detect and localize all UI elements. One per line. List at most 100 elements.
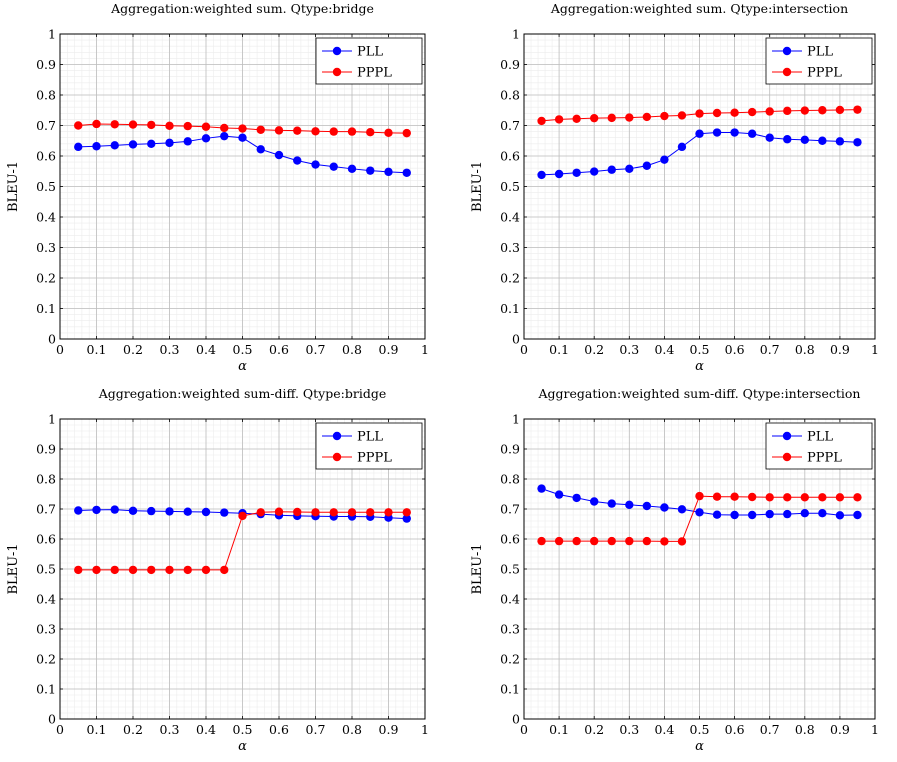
data-point xyxy=(147,120,156,130)
data-point xyxy=(765,493,774,502)
y-tick-label: 0 xyxy=(512,712,520,727)
data-point xyxy=(366,508,375,517)
y-tick-label: 1 xyxy=(48,27,56,42)
x-tick-label: 0.1 xyxy=(87,342,107,357)
y-tick-label: 0.5 xyxy=(36,562,56,577)
data-point xyxy=(384,128,393,138)
y-tick-label: 0.3 xyxy=(500,240,520,255)
data-point xyxy=(256,125,265,134)
x-tick-label: 0.5 xyxy=(690,342,710,357)
data-point xyxy=(765,107,774,116)
data-point xyxy=(590,536,599,546)
data-point xyxy=(783,135,792,144)
data-point xyxy=(677,537,687,546)
legend-swatch-marker xyxy=(782,46,792,56)
data-point xyxy=(347,508,357,517)
data-point xyxy=(92,505,101,515)
data-point xyxy=(554,169,564,179)
legend-swatch-marker xyxy=(332,46,342,56)
data-point xyxy=(537,170,546,180)
data-point xyxy=(853,510,862,520)
data-point xyxy=(818,509,827,518)
y-tick-label: 0.4 xyxy=(36,592,56,607)
data-point xyxy=(660,537,669,546)
x-axis-label: α xyxy=(238,739,247,754)
chart-panel-4: 0 0.1 0.2 0.3 0.4 0.5 0.6 0.7 0.8 0.9 1 0 0.1 0.2 0.3 0… xyxy=(470,386,879,754)
chart-panel-1: 0 0.1 0.2 0.3 0.4 0.5 0.6 0.7 0.8 0.9 1 0 0.1 0.2 0.3 0… xyxy=(6,1,429,374)
data-point xyxy=(677,505,687,514)
data-point xyxy=(92,142,101,151)
y-tick-label: 0.6 xyxy=(500,149,520,164)
y-tick-label: 0.5 xyxy=(36,179,56,194)
data-point xyxy=(590,497,599,506)
legend-label: PLL xyxy=(357,45,383,60)
x-tick-label: 0.2 xyxy=(584,342,604,357)
legend-box xyxy=(765,422,873,470)
y-tick-label: 0.1 xyxy=(36,301,56,316)
x-tick-label: 0.9 xyxy=(379,342,399,357)
y-tick-label: 0.4 xyxy=(500,210,520,225)
data-point xyxy=(677,111,687,120)
data-point xyxy=(274,126,284,135)
data-point xyxy=(238,124,247,133)
x-tick-label: 0.4 xyxy=(654,342,674,357)
data-point xyxy=(625,500,634,509)
data-point xyxy=(238,511,247,521)
data-point xyxy=(695,508,704,517)
data-point xyxy=(660,155,669,164)
data-point xyxy=(293,156,302,165)
chart-panel-3: 0 0.1 0.2 0.3 0.4 0.5 0.6 0.7 0.8 0.9 1 0 0.1 0.2 0.3 0… xyxy=(6,386,429,754)
legend-box xyxy=(315,422,423,470)
series-pppl xyxy=(74,119,411,138)
data-point xyxy=(607,113,616,123)
y-tick-label: 1 xyxy=(512,412,520,427)
data-point xyxy=(293,507,302,517)
y-axis-label: BLEU-1 xyxy=(470,543,485,594)
y-tick-label: 0.8 xyxy=(36,88,56,103)
y-tick-label: 0.6 xyxy=(500,532,520,547)
data-point xyxy=(74,142,83,152)
data-point xyxy=(110,120,119,129)
legend-box xyxy=(765,37,873,85)
data-point xyxy=(329,508,338,517)
data-point xyxy=(642,536,652,546)
y-tick-label: 0.8 xyxy=(36,472,56,487)
y-tick-label: 0.1 xyxy=(36,682,56,697)
legend-label: PLL xyxy=(807,430,833,445)
data-point xyxy=(220,123,229,133)
x-tick-label: 1 xyxy=(421,342,429,357)
x-tick-label: 0.6 xyxy=(269,722,289,737)
y-tick-label: 0.9 xyxy=(36,442,56,457)
data-point xyxy=(537,116,546,126)
x-tick-label: 0.2 xyxy=(123,722,143,737)
x-axis-label: α xyxy=(695,359,704,374)
x-tick-label: 0.6 xyxy=(725,342,745,357)
x-tick-label: 0.2 xyxy=(123,342,143,357)
y-tick-label: 0.5 xyxy=(500,562,520,577)
data-point xyxy=(311,127,320,136)
x-tick-label: 0.3 xyxy=(160,722,180,737)
data-point xyxy=(800,509,809,518)
x-tick-label: 0.8 xyxy=(795,722,815,737)
data-point xyxy=(537,484,546,493)
data-point xyxy=(537,536,546,546)
data-point xyxy=(590,167,599,176)
series-pppl xyxy=(74,507,411,575)
data-point xyxy=(128,506,138,515)
data-point xyxy=(625,164,634,174)
y-tick-label: 0.7 xyxy=(36,118,56,133)
data-point xyxy=(783,106,792,116)
legend-label: PPPL xyxy=(357,66,392,81)
data-point xyxy=(201,565,211,575)
x-axis-label: α xyxy=(238,359,247,374)
legend-swatch-marker xyxy=(332,431,342,441)
legend-swatch-marker xyxy=(332,67,342,77)
y-tick-label: 0.5 xyxy=(500,179,520,194)
data-point xyxy=(800,493,809,502)
chart-title: Aggregation:weighted sum-diff. Qtype:bri… xyxy=(98,386,386,401)
data-point xyxy=(220,508,229,517)
data-point xyxy=(572,168,581,177)
data-point xyxy=(835,493,845,502)
data-point xyxy=(183,121,192,131)
